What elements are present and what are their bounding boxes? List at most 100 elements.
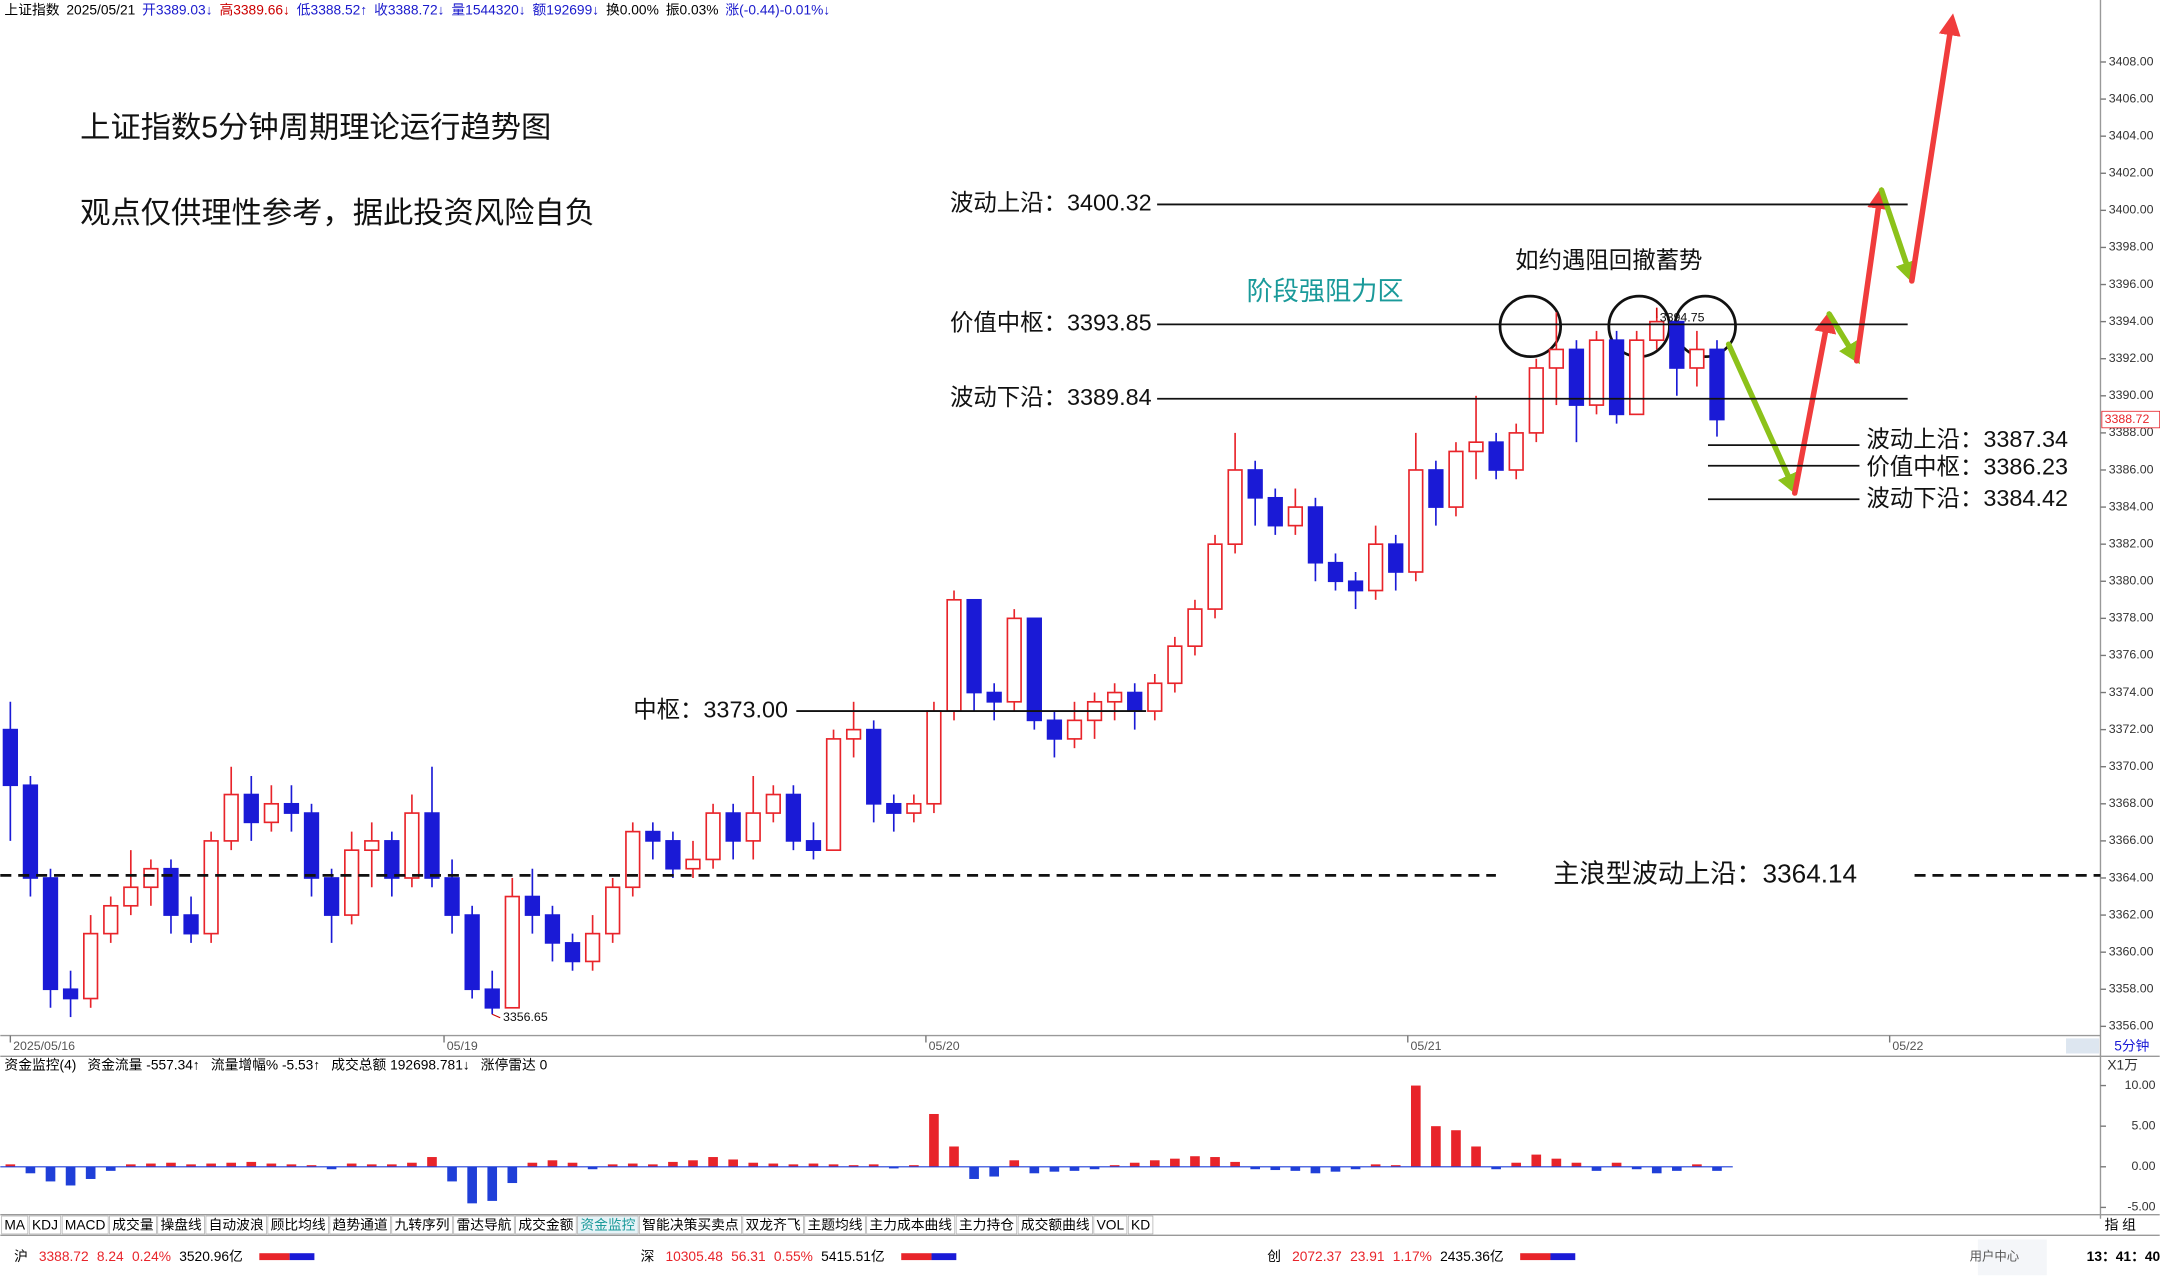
toolbar-tab-label[interactable]: 雷达导航 <box>456 1217 511 1232</box>
header-item: 振0.03% <box>666 3 719 18</box>
candle-body <box>605 886 621 935</box>
toolbar-tab-label[interactable]: 双龙齐飞 <box>746 1217 801 1232</box>
market-value: 2072.37 <box>1292 1249 1342 1264</box>
toolbar-tab[interactable] <box>391 1215 453 1235</box>
toolbar-tab-label[interactable]: 九转序列 <box>395 1217 450 1232</box>
candle-body <box>1046 719 1063 740</box>
toolbar-tab-label[interactable]: 成交金额 <box>518 1216 573 1232</box>
user-center-button[interactable] <box>1977 1239 2047 1276</box>
toolbar-tab-label[interactable]: 趋势通道 <box>333 1217 388 1232</box>
flow-bar <box>1591 1166 1602 1171</box>
y-tick-label: 3406.00 <box>2109 91 2154 105</box>
candle-body <box>946 598 962 712</box>
toolbar-tab[interactable] <box>109 1215 157 1235</box>
toolbar-tab-label[interactable]: 成交额曲线 <box>1021 1216 1090 1232</box>
y-tick-label: 3378.00 <box>2109 611 2154 625</box>
candle-body <box>1026 617 1042 722</box>
toolbar-tab[interactable] <box>28 1215 62 1235</box>
toolbar-right[interactable]: 指 组 <box>2105 1217 2137 1232</box>
flow-bar <box>366 1164 377 1167</box>
flow-bar <box>1029 1166 1040 1174</box>
candle-body <box>1709 348 1725 421</box>
candle-body <box>564 942 581 963</box>
toolbar-tab-label[interactable]: 主力持仓 <box>959 1217 1014 1232</box>
flow-bar <box>467 1166 477 1204</box>
flow-bar <box>808 1163 819 1167</box>
flow-bar <box>648 1164 658 1167</box>
candle-body <box>42 877 59 991</box>
toolbar-tab[interactable] <box>1017 1215 1093 1235</box>
toolbar-tab[interactable] <box>157 1215 205 1235</box>
candle-body <box>765 793 781 814</box>
market-value: 2435.36亿 <box>1440 1249 1504 1264</box>
toolbar-tab[interactable] <box>61 1215 109 1235</box>
toolbar-tab[interactable] <box>329 1215 391 1235</box>
toolbar-tab-label[interactable]: MACD <box>65 1217 106 1232</box>
toolbar-tab-label[interactable]: VOL <box>1097 1217 1125 1232</box>
y-tick-label: 3394.00 <box>2109 314 2154 328</box>
toolbar-tab-label[interactable]: 成交量 <box>112 1216 154 1232</box>
toolbar-tab[interactable] <box>742 1215 804 1235</box>
flow-bar <box>286 1164 297 1167</box>
flow-bar <box>909 1165 919 1167</box>
level-label: 主浪型波动上沿：3364.14 <box>1553 858 1857 888</box>
scrollbar[interactable] <box>2066 1038 2100 1054</box>
flow-bar <box>1370 1164 1381 1167</box>
flow-bar <box>1611 1162 1622 1167</box>
flow-bar <box>527 1162 538 1167</box>
toolbar-tab-label[interactable]: 自动波浪 <box>209 1217 264 1232</box>
toolbar-tab-label[interactable]: 智能决策买卖点 <box>642 1216 739 1232</box>
flow-bar <box>688 1160 698 1167</box>
toolbar-tab[interactable] <box>205 1215 267 1235</box>
y-tick-label: 3372.00 <box>2109 722 2154 736</box>
candle-body <box>685 858 701 870</box>
toolbar-tab-label[interactable]: 资金监控 <box>580 1217 635 1232</box>
header-item: 开3389.03↓ <box>142 3 212 18</box>
toolbar-tab-label[interactable]: 主题均线 <box>807 1217 862 1232</box>
candle-body <box>584 932 601 963</box>
x-tick-label: 05/21 <box>1411 1039 1442 1053</box>
candle-body <box>705 812 721 861</box>
toolbar-tab[interactable] <box>577 1215 639 1235</box>
toolbar-tab[interactable] <box>804 1215 866 1235</box>
candle-body <box>1669 320 1685 369</box>
toolbar-tab-label[interactable]: KDJ <box>32 1217 58 1232</box>
flow-bar <box>25 1166 36 1174</box>
toolbar-tab[interactable] <box>955 1215 1018 1235</box>
flow-bar <box>1149 1160 1160 1167</box>
toolbar-tab[interactable] <box>267 1215 329 1235</box>
toolbar-tab[interactable] <box>1 1215 29 1235</box>
flow-bar <box>1431 1126 1441 1167</box>
candle-body <box>825 738 842 851</box>
flow-bar <box>1190 1156 1200 1167</box>
flow-bar <box>125 1164 136 1167</box>
toolbar-tab[interactable] <box>453 1215 515 1235</box>
flow-bar <box>1571 1162 1582 1167</box>
candle-body <box>1147 682 1163 712</box>
x-tick-label: 05/22 <box>1892 1039 1923 1053</box>
flow-bar <box>507 1166 518 1184</box>
toolbar-tab-label[interactable]: 操盘线 <box>160 1216 202 1232</box>
candle-body <box>1488 441 1504 471</box>
annotation: 阶段强阻力区 <box>1247 276 1404 306</box>
period-label[interactable]: 5分钟 <box>2114 1037 2149 1053</box>
flow-bar <box>447 1166 457 1182</box>
candle-body <box>1468 441 1484 453</box>
toolbar-tab-label[interactable]: MA <box>4 1217 25 1232</box>
level-label: 价值中枢：3386.23 <box>1866 453 2068 479</box>
flow-bar <box>1109 1165 1120 1167</box>
toolbar-tab-label[interactable]: 顾比均线 <box>271 1217 326 1232</box>
toolbar-tab-label[interactable]: 主力成本曲线 <box>869 1217 952 1232</box>
user-center[interactable]: 用户中心 <box>1970 1249 2020 1264</box>
toolbar-tab[interactable] <box>515 1215 577 1235</box>
toolbar-tab[interactable] <box>1127 1215 1154 1235</box>
flow-bar <box>587 1166 598 1170</box>
toolbar-tab[interactable] <box>866 1215 956 1235</box>
candle-body <box>1347 580 1364 592</box>
candle-body <box>966 598 982 694</box>
toolbar-tab[interactable] <box>1093 1215 1128 1235</box>
chart-title: 上证指数5分钟周期理论运行趋势图 <box>80 110 551 144</box>
level-label: 波动下沿：3384.42 <box>1866 485 2068 511</box>
toolbar-tab[interactable] <box>639 1215 742 1235</box>
toolbar-tab-label[interactable]: KD <box>1131 1217 1150 1232</box>
